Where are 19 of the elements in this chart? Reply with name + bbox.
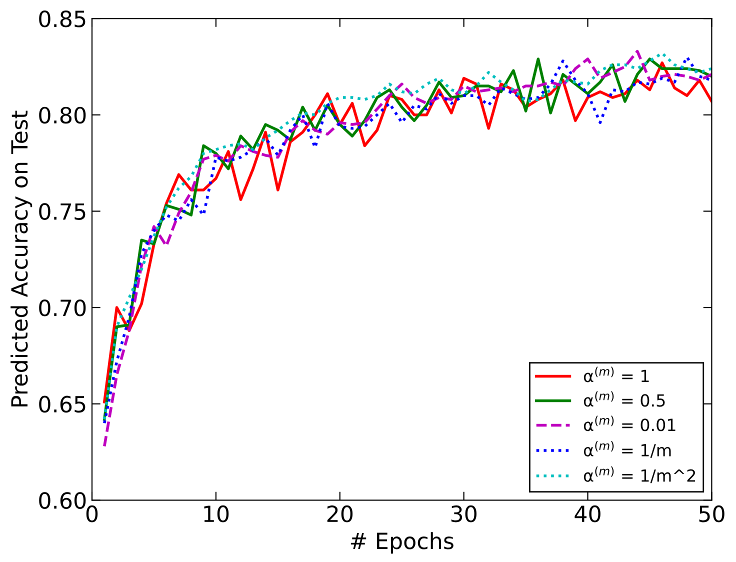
y-tick-label: 0.80 <box>39 106 86 124</box>
legend-label: α$^{(m)}$ = 0.5 <box>584 391 665 407</box>
legend-label: α$^{(m)}$ = 0.01 <box>584 416 676 432</box>
x-tick-label: 20 <box>327 505 353 522</box>
x-tick-label: 30 <box>451 505 476 522</box>
x-tick-label: 10 <box>204 505 229 522</box>
x-tick-label: 40 <box>574 505 600 522</box>
y-tick-label: 0.75 <box>39 203 86 220</box>
x-tick-label: 50 <box>699 505 724 522</box>
legend-label: α$^{(m)}$ = 1 <box>584 366 649 382</box>
y-tick-label: 0.65 <box>39 396 86 413</box>
x-tick-label: 0 <box>86 505 98 522</box>
y-tick-label: 0.85 <box>39 10 86 28</box>
y-tick-label: 0.70 <box>39 299 86 316</box>
x-axis-title: # Epochs <box>350 532 454 554</box>
legend-label: α$^{(m)}$ = 1/m <box>584 441 671 458</box>
y-axis-title: Predicted Accuracy on Test <box>10 110 32 406</box>
y-tick-label: 0.60 <box>39 492 86 509</box>
legend-label: α$^{(m)}$ = 1/m^2 <box>584 466 696 484</box>
